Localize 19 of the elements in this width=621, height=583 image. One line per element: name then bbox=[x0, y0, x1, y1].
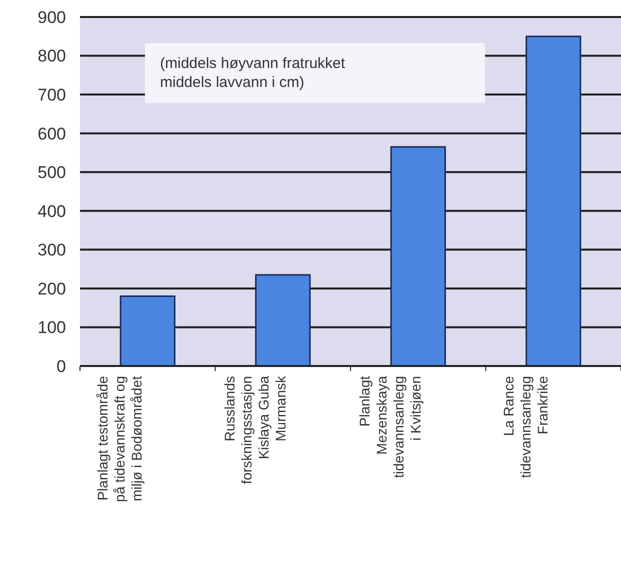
y-tick-label: 600 bbox=[38, 124, 66, 144]
x-tick-label: Planlagt Mezenskaya tidevannsanlegg i Kvitsjøen bbox=[356, 376, 424, 478]
x-tick-label: Planlagt testområde på tidevannskraft og miljø i Bodøområdet bbox=[94, 376, 145, 502]
bar bbox=[390, 146, 446, 367]
bar bbox=[526, 36, 582, 367]
x-tick-label: La Rance tidevannsanlegg Frankrike bbox=[500, 376, 550, 478]
bar bbox=[255, 274, 311, 367]
y-tick-label: 100 bbox=[38, 318, 66, 338]
bar bbox=[120, 295, 176, 367]
annotation: (middels høyvann fratrukket middels lavvann i cm) bbox=[160, 55, 346, 91]
y-tick-label: 900 bbox=[38, 8, 66, 27]
y-tick-label: 700 bbox=[38, 86, 66, 105]
x-tick-label: Russlands forskningsstasjon Kislaya Guba Murmansk bbox=[221, 375, 288, 484]
y-tick-label: 400 bbox=[38, 202, 66, 221]
y-tick-label: 800 bbox=[38, 46, 66, 66]
y-tick-label: 300 bbox=[38, 240, 66, 260]
y-tick-label: 500 bbox=[38, 163, 66, 182]
y-tick-label: 0 bbox=[56, 356, 66, 376]
y-tick-label: 200 bbox=[38, 279, 66, 298]
